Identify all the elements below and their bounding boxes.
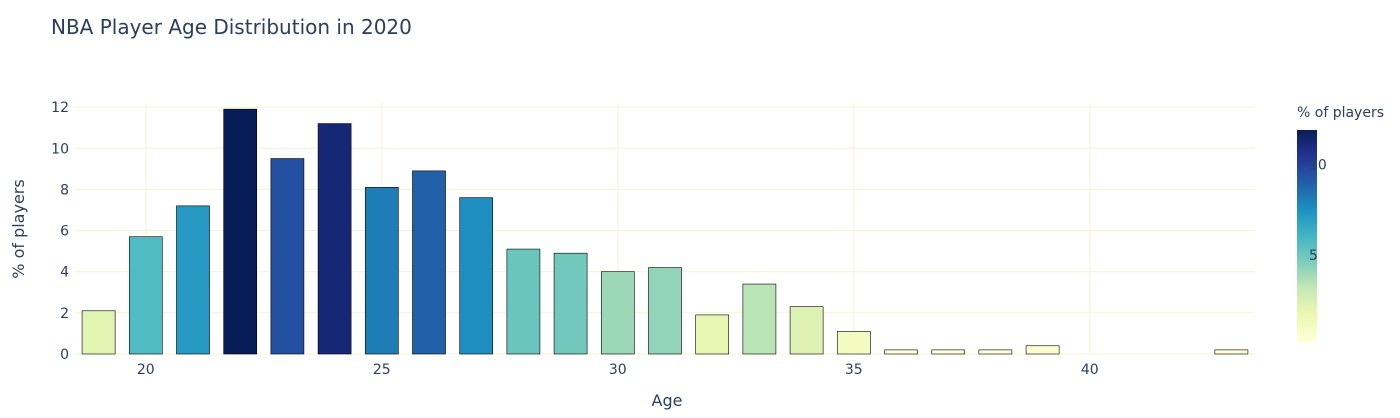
bar-age-24 [317,123,352,355]
y-tick-label: 12 [51,100,69,116]
y-tick-label: 6 [60,224,69,240]
y-tick-label: 8 [60,182,69,198]
bar-age-37 [931,349,966,355]
y-tick-label: 0 [60,347,69,363]
y-axis-title: % of players [9,179,28,278]
bar-age-29 [553,252,588,355]
bar-age-30 [600,271,635,355]
y-tick-label: 2 [60,306,69,322]
x-axis-ticks: 20 25 30 35 40 [137,362,1099,378]
bars [81,108,1249,355]
y-axis-ticks: 0 2 4 6 8 10 12 [51,100,69,363]
bar-age-27 [459,197,494,355]
y-tick-label: 4 [60,265,69,281]
chart-title: NBA Player Age Distribution in 2020 [51,15,412,39]
bar-age-33 [742,283,777,355]
bar-age-20 [128,236,163,355]
y-tick-label: 10 [51,141,69,157]
bar-age-26 [412,170,446,355]
bar-age-32 [695,314,730,355]
x-axis-title: Age [652,391,683,410]
colorbar-ticks: 5 10 [1309,157,1327,264]
bar-age-34 [789,306,824,355]
bar-age-43 [1214,349,1249,355]
bar-age-39 [1025,345,1060,355]
bar-age-31 [648,267,682,355]
x-tick-label: 30 [609,362,627,378]
x-tick-label: 20 [137,362,155,378]
bar-age-23 [270,158,305,355]
bar-age-28 [506,248,541,355]
x-tick-label: 40 [1081,362,1099,378]
bar-age-19 [81,310,116,355]
colorbar-gradient [1297,130,1317,342]
bar-age-36 [884,349,918,355]
bar-age-35 [836,331,871,355]
x-tick-label: 25 [373,362,391,378]
bar-age-25 [364,187,399,355]
colorbar: % of players 5 10 [1297,105,1384,342]
bar-age-21 [176,205,210,355]
colorbar-tick-label: 10 [1309,157,1327,173]
bar-age-38 [978,349,1013,355]
bar-age-22 [223,108,258,355]
colorbar-tick-label: 5 [1309,248,1318,264]
colorbar-title: % of players [1297,105,1384,121]
x-tick-label: 35 [845,362,863,378]
